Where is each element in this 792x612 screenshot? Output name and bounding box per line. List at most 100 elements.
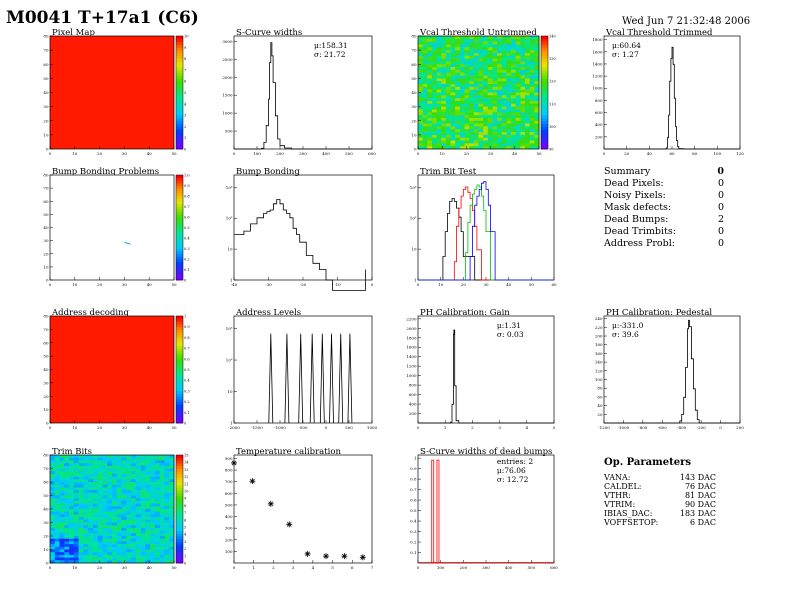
panel-6: Trim Bit Test 0 10 20 30 40 50 60 1 10 10² 10³: [410, 167, 557, 287]
x-tick-label: 0: [417, 425, 420, 430]
x-tick-label: 500: [345, 151, 353, 156]
x-tick-label: 0: [49, 565, 52, 570]
x-tick-label: 100: [714, 151, 722, 156]
param-label: VOFFSETOP:: [604, 518, 659, 527]
summary-value: 0: [717, 178, 724, 189]
x-tick-label: 10: [72, 565, 78, 570]
y-tick-label: 10: [411, 132, 417, 137]
summary-value: 0: [717, 202, 724, 213]
z-tick-label: 6: [184, 80, 186, 84]
x-tick-label: 1: [252, 565, 255, 570]
summary-value: 0: [717, 226, 724, 237]
z-tick-label: 7: [184, 511, 186, 515]
x-tick-label: 20: [624, 151, 630, 156]
params-title: Op. Parameters: [604, 457, 691, 468]
y-tick-label: 3000: [222, 39, 233, 44]
z-tick-label: 140: [549, 35, 556, 39]
summary-label: Dead Trimbits:: [604, 226, 676, 237]
panel-8: Address Levels -2000 -1500 -1000 -500 0 500 100…: [226, 308, 378, 430]
heatmap-fill: [50, 316, 174, 423]
x-tick-label: -1000: [618, 425, 630, 430]
z-tick-label: 5: [184, 526, 186, 530]
color-bar-frame: [540, 35, 549, 150]
param-value: 90 DAC: [684, 500, 716, 509]
stats-mean: μ:-331.0: [612, 321, 644, 330]
param-label: VTRIM:: [604, 500, 636, 509]
x-tick-label: 10: [72, 282, 78, 287]
y-tick-label: 400: [595, 122, 603, 127]
stats-mean: μ:158.31: [314, 41, 348, 50]
color-bar: [176, 316, 183, 424]
y-tick-label: 1: [230, 421, 233, 426]
y-tick-label: 1400: [592, 61, 603, 66]
spike: [268, 333, 274, 424]
x-tick-label: 20: [97, 565, 103, 570]
y-tick-label: 10²: [226, 358, 233, 363]
spike: [329, 333, 334, 424]
y-tick-label: 10: [43, 547, 49, 552]
x-tick-label: 20: [97, 151, 103, 156]
x-tick-label: 400: [505, 565, 513, 570]
param-label: VTHR:: [604, 491, 631, 500]
x-tick-label: 600: [368, 151, 376, 156]
y-tick-label: 2200: [406, 316, 417, 321]
panel-title: Trim Bits: [52, 447, 92, 457]
summary-row: Mask defects: 0: [604, 202, 724, 213]
stats-rms: σ: 1.27: [612, 50, 639, 59]
y-tick-label: 200: [225, 537, 233, 542]
x-tick-label: 0: [371, 282, 374, 287]
y-tick-label: 50: [43, 493, 49, 498]
y-tick-label: 800: [409, 383, 417, 388]
color-bar-frame: [175, 315, 184, 424]
z-tick-label: 0: [184, 279, 186, 283]
x-tick-label: 300: [482, 565, 490, 570]
y-tick-label: 0.9: [410, 466, 417, 471]
z-tick-label: 0.9: [184, 184, 190, 188]
y-tick-label: 180: [595, 342, 603, 347]
y-tick-label: 0: [46, 561, 49, 566]
z-tick-label: 4: [184, 533, 187, 537]
x-tick-label: 0: [49, 425, 52, 430]
histogram-line: [234, 199, 366, 291]
stats-rms: σ: 21.72: [314, 50, 346, 59]
z-tick-label: 110: [549, 102, 556, 106]
summary-label: Dead Pixels:: [604, 178, 664, 189]
param-value: 183 DAC: [679, 509, 716, 518]
x-tick-label: 40: [147, 425, 153, 430]
z-tick-label: 0.4: [184, 237, 190, 241]
x-tick-label: 50: [529, 282, 535, 287]
y-tick-label: 40: [411, 90, 417, 95]
z-tick-label: 0: [184, 422, 186, 426]
y-tick-label: 100: [225, 549, 233, 554]
heatmap-fill: [50, 36, 174, 149]
panel-title: Bump Bonding: [236, 167, 300, 177]
x-tick-label: 120: [736, 151, 744, 156]
x-tick-label: 20: [464, 151, 470, 156]
histogram-line: [418, 329, 554, 424]
spike: [431, 459, 435, 564]
x-tick-label: -1000: [274, 425, 286, 430]
z-tick-label: 0: [184, 562, 186, 566]
x-tick-label: 80: [692, 151, 698, 156]
heatmap-fill: [50, 175, 174, 280]
y-tick-label: 50: [43, 354, 49, 359]
y-tick-label: 1000: [406, 373, 417, 378]
y-tick-label: 20: [43, 534, 49, 539]
x-tick-label: 500: [345, 425, 353, 430]
y-tick-label: 20: [43, 118, 49, 123]
y-tick-label: 50: [43, 212, 49, 217]
x-tick-label: 20: [97, 425, 103, 430]
y-tick-label: 80: [411, 34, 417, 39]
x-tick-label: 0: [233, 151, 236, 156]
panel-title: S-Curve widths of dead bumps: [420, 447, 552, 457]
param-label: IBIAS_DAC:: [604, 509, 653, 518]
z-tick-label: 15: [184, 454, 188, 458]
x-tick-label: -200: [697, 425, 706, 430]
y-tick-label: 40: [43, 225, 49, 230]
scatter-point: [267, 500, 274, 507]
x-tick-label: 60: [669, 151, 675, 156]
panel-13: S-Curve widths of dead bumps 0 100 200 300 40…: [410, 447, 558, 570]
x-tick-label: 50: [171, 565, 177, 570]
x-tick-label: 0: [417, 151, 420, 156]
